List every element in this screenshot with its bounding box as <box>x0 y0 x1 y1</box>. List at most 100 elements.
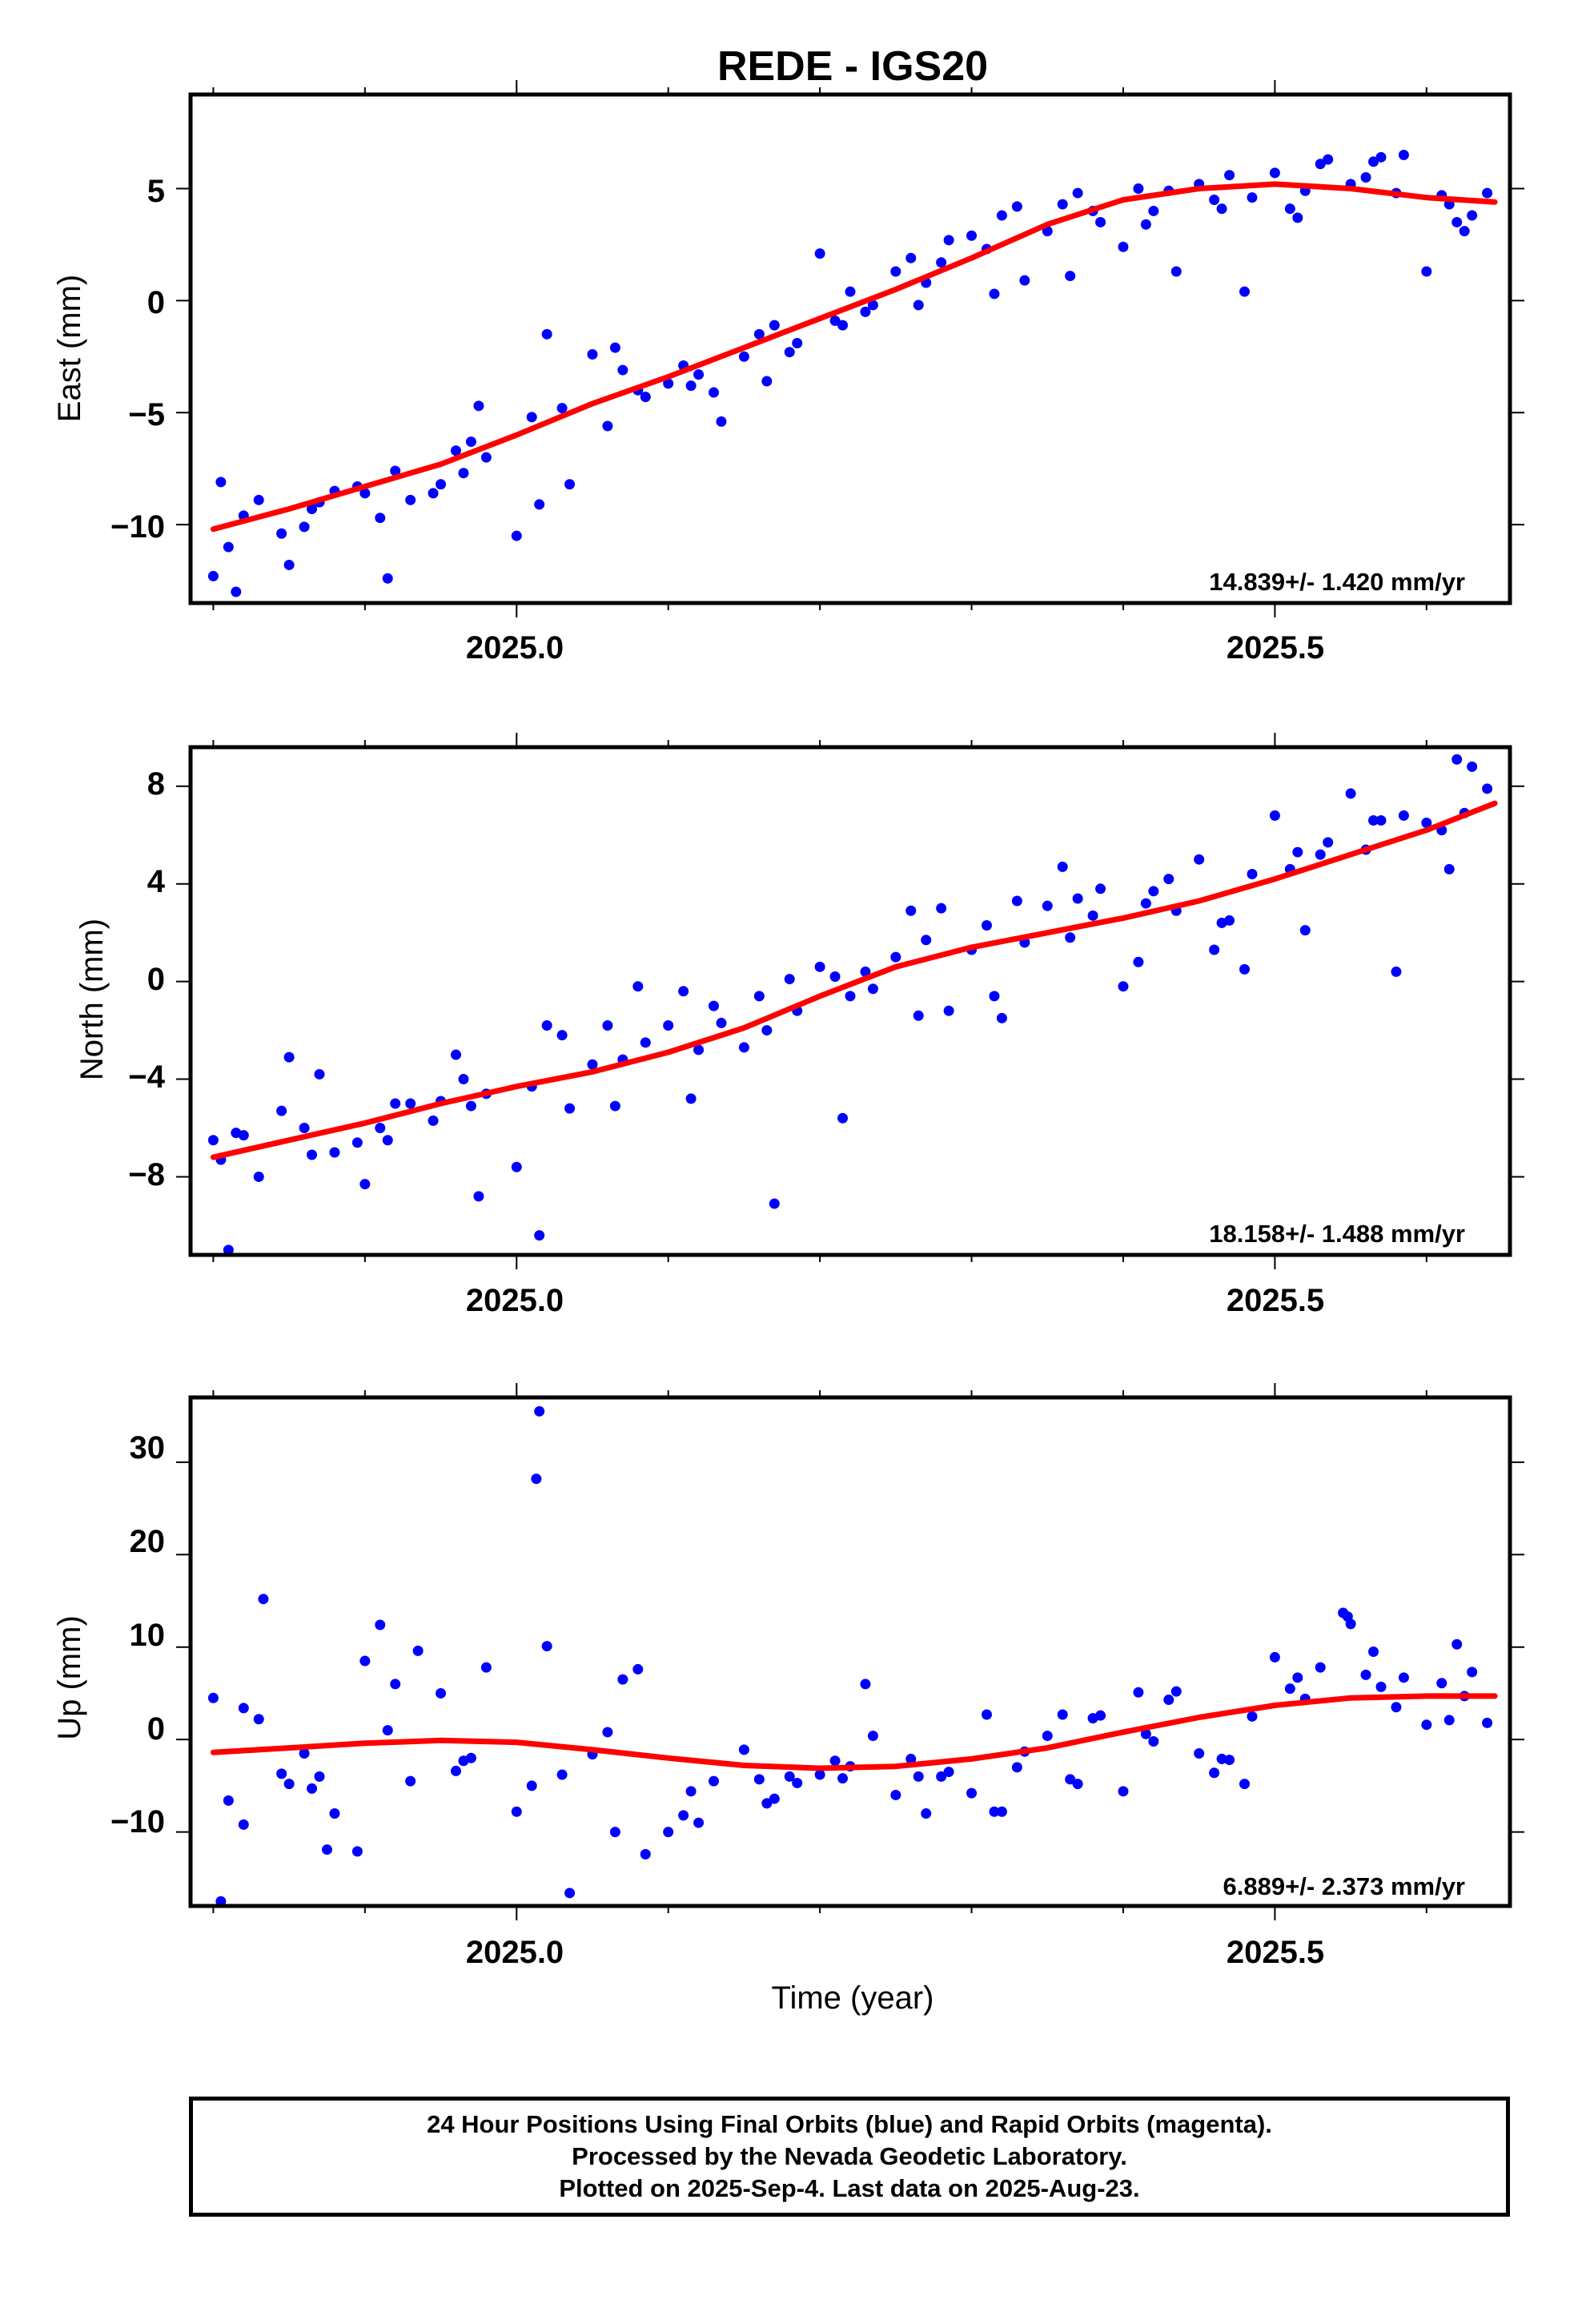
data-point <box>223 541 234 553</box>
data-point <box>480 1662 492 1673</box>
data-point <box>814 1769 825 1780</box>
data-point <box>792 338 803 349</box>
data-point <box>1216 203 1227 215</box>
data-point <box>1391 966 1402 977</box>
up-y-tick-label: 20 <box>130 1524 166 1559</box>
data-point <box>738 1042 749 1053</box>
data-point <box>556 1030 568 1041</box>
up-y-tick-label: 30 <box>130 1430 166 1466</box>
data-point <box>792 1777 803 1788</box>
data-point <box>1042 1731 1053 1742</box>
data-point <box>238 1703 249 1714</box>
east-x-tick-label: 2025.0 <box>466 630 564 665</box>
data-point <box>1247 192 1258 203</box>
data-point <box>1140 1728 1151 1739</box>
east-y-tick-label: 0 <box>147 285 165 320</box>
data-point <box>943 1005 954 1016</box>
data-point <box>1443 1715 1455 1726</box>
data-point <box>738 351 749 362</box>
data-point <box>966 1787 978 1799</box>
data-point <box>1216 917 1227 928</box>
chart-title: REDE - IGS20 <box>717 43 988 90</box>
data-point <box>1170 266 1182 277</box>
up-rate-label: 6.889+/- 2.373 mm/yr <box>1223 1872 1465 1900</box>
data-point <box>1239 963 1251 975</box>
north-x-tick-label: 2025.5 <box>1227 1283 1324 1318</box>
data-point <box>1292 1672 1303 1683</box>
up-series <box>207 1405 1498 1906</box>
data-point <box>1292 212 1303 223</box>
data-point <box>996 1012 1007 1023</box>
up-panel: Up (mm) 6.889+/- 2.373 mm/yr 2025.0 2025… <box>52 1430 1465 2016</box>
data-point <box>1467 1667 1478 1678</box>
east-y-tick-label: −5 <box>128 397 165 432</box>
data-point <box>465 436 476 448</box>
data-point <box>1148 205 1159 216</box>
data-point <box>1133 956 1144 967</box>
data-point <box>1360 1669 1371 1680</box>
data-point <box>1072 1779 1083 1790</box>
data-point <box>1118 1786 1129 1797</box>
data-point <box>1095 1710 1106 1721</box>
east-series <box>207 150 1498 597</box>
data-point <box>936 903 947 914</box>
data-point <box>1375 1681 1387 1692</box>
data-point <box>943 1767 954 1778</box>
data-point <box>709 387 720 398</box>
data-point <box>541 1641 552 1652</box>
data-point <box>223 1244 234 1255</box>
data-point <box>1087 910 1098 921</box>
data-point <box>1133 1687 1144 1698</box>
data-point <box>989 288 1000 300</box>
footer-line-1: 24 Hour Positions Using Final Orbits (bl… <box>427 2110 1272 2138</box>
data-point <box>564 479 576 490</box>
data-point <box>1239 1779 1251 1790</box>
east-x-tick-label: 2025.5 <box>1227 630 1324 665</box>
data-point <box>1421 817 1432 828</box>
up-plot-area <box>176 1383 1524 1920</box>
data-point <box>753 991 765 1002</box>
data-point <box>913 1771 924 1782</box>
data-point <box>685 1093 697 1104</box>
data-point <box>1467 761 1478 772</box>
data-point <box>769 320 780 331</box>
data-point <box>1315 1662 1326 1673</box>
data-point <box>450 1765 461 1776</box>
data-point <box>837 1112 849 1124</box>
data-point <box>1057 1709 1068 1720</box>
data-point <box>860 966 871 977</box>
data-point <box>223 1795 234 1806</box>
data-point <box>405 1775 416 1787</box>
data-point <box>867 300 878 311</box>
data-point <box>1482 1717 1493 1728</box>
data-point <box>207 1135 219 1146</box>
east-y-tick-label: 5 <box>147 174 165 209</box>
data-point <box>769 1793 780 1804</box>
data-point <box>632 981 644 992</box>
data-point <box>913 1010 924 1021</box>
north-series <box>207 754 1498 1255</box>
data-point <box>989 1806 1000 1817</box>
data-point <box>299 1748 310 1759</box>
data-point <box>1095 216 1106 227</box>
data-point <box>276 1768 287 1779</box>
data-point <box>1209 944 1220 955</box>
data-point <box>541 328 552 340</box>
data-point <box>1421 266 1432 277</box>
data-point <box>564 1888 576 1899</box>
data-point <box>1368 156 1379 167</box>
data-point <box>753 328 765 340</box>
data-point <box>1011 895 1022 907</box>
east-y-axis-label: East (mm) <box>52 275 87 422</box>
data-point <box>784 974 795 985</box>
north-rate-label: 18.158+/- 1.488 mm/yr <box>1209 1220 1465 1248</box>
data-point <box>1299 925 1311 936</box>
fit-line <box>210 800 1498 1160</box>
north-panel: North (mm) 18.158+/- 1.488 mm/yr 2025.0 … <box>74 766 1465 1318</box>
data-point <box>436 479 447 490</box>
data-point <box>299 1123 310 1133</box>
data-point <box>412 1645 424 1656</box>
data-point <box>405 1098 416 1109</box>
data-point <box>1209 1767 1220 1779</box>
